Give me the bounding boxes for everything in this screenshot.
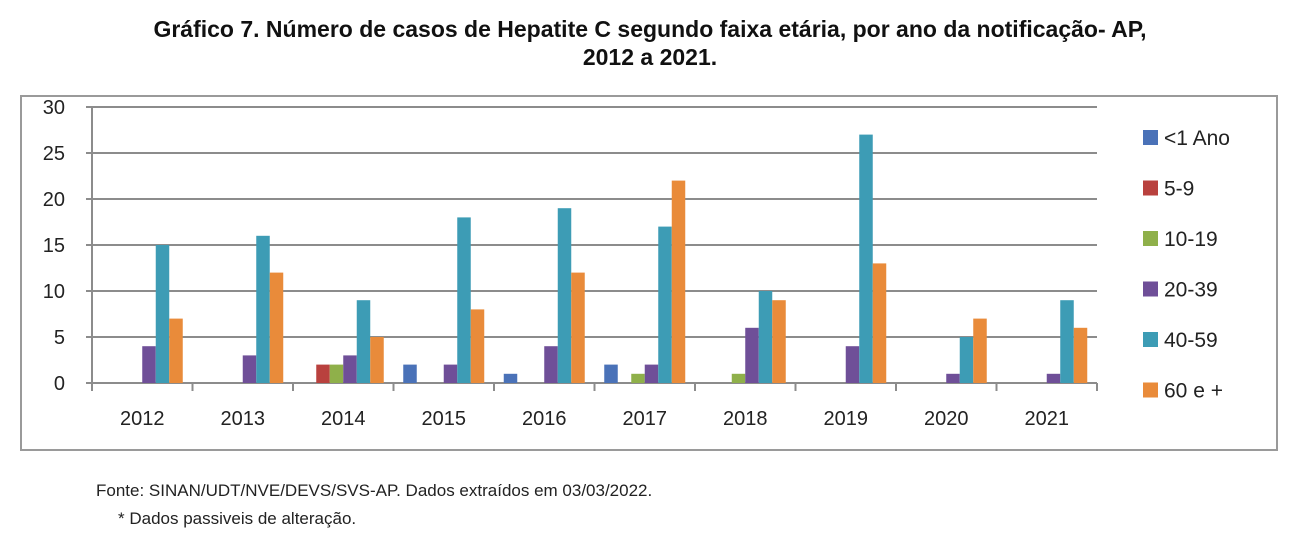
x-tick-label: 2012 [120,408,165,430]
bar [671,180,686,383]
x-tick-label: 2019 [824,408,869,430]
legend-label: 5-9 [1164,178,1194,201]
y-tick-label: 25 [43,143,65,165]
legend-label: 40-59 [1164,329,1218,352]
bar [457,217,471,383]
bar [1060,300,1074,383]
x-tick-label: 2017 [623,408,668,430]
bar [443,364,458,383]
bar [859,134,873,383]
bar [631,373,645,383]
x-tick-label: 2016 [522,408,567,430]
legend-swatch [1143,281,1158,297]
bar [845,346,860,383]
legend-label: 60 e + [1164,380,1223,403]
bars [142,134,1088,383]
source-note: Fonte: SINAN/UDT/NVE/DEVS/SVS-AP. Dados … [96,481,653,500]
bar [142,346,156,383]
bar [658,226,672,383]
bar [403,364,417,383]
x-tick-label: 2020 [924,408,969,430]
bar [329,364,344,383]
y-axis-ticks: 0 5 10 15 20 25 30 [43,97,65,395]
chart-title-line2: 2012 a 2021. [582,44,718,70]
bar [169,318,183,383]
x-tick-label: 2013 [221,408,266,430]
legend-swatch [1143,130,1158,145]
bar [731,373,746,383]
chart-frame [20,95,1278,451]
x-axis: 2012 2013 2014 2015 2016 2017 2018 2019 2020 2021 [91,383,1098,430]
legend-label: 10-19 [1164,228,1218,251]
legend-swatch [1143,231,1158,246]
bar [1046,373,1061,383]
bar [155,245,170,383]
bar [356,300,371,383]
bar [544,346,558,383]
bar [644,364,659,383]
y-tick-label: 0 [54,373,65,395]
legend-label: <1 Ano [1164,127,1230,150]
bar [772,300,786,383]
bar [758,291,773,383]
bar [973,318,987,383]
legend-swatch [1143,332,1158,347]
x-tick-label: 2014 [321,408,366,430]
y-tick-label: 10 [43,281,65,303]
bar [604,364,618,383]
x-tick-label: 2015 [422,408,467,430]
bar [242,355,257,383]
gridlines [86,106,1097,384]
y-tick-label: 15 [43,235,65,257]
bar [343,355,357,383]
bar [745,327,759,383]
y-tick-label: 20 [43,189,65,211]
y-tick-label: 30 [43,97,65,119]
legend-swatch [1143,382,1158,398]
bar [872,263,887,383]
x-tick-label: 2021 [1025,408,1070,430]
bar [256,235,270,383]
bar [316,364,330,383]
x-tick-label: 2018 [723,408,768,430]
bar [470,309,485,383]
bar [370,337,384,383]
bar [959,337,974,383]
bar [946,373,960,383]
disclaimer-note: * Dados passiveis de alteração. [118,509,357,528]
chart-title-line1: Gráfico 7. Número de casos de Hepatite C… [153,16,1147,42]
bar [571,272,585,383]
legend: <1 Ano 5-9 10-19 20-39 40-59 60 e + [1143,127,1230,403]
legend-label: 20-39 [1164,279,1218,302]
bar [503,373,518,383]
legend-swatch [1143,180,1158,196]
bar [269,272,284,383]
y-tick-label: 5 [54,327,65,349]
bar [557,208,572,383]
bar [1073,327,1088,383]
